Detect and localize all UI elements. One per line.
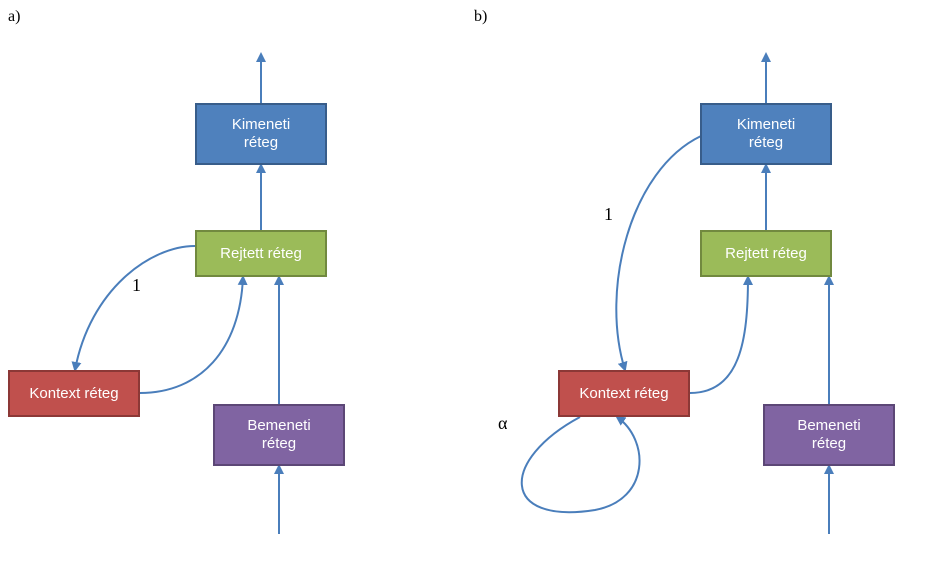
node-label: Rejtett réteg	[725, 245, 807, 263]
node-b_out: Kimenetiréteg	[700, 103, 832, 165]
node-b_ctx: Kontext réteg	[558, 370, 690, 417]
b-edge-label-one: 1	[604, 204, 613, 225]
b-ctx-to-hid-arrow	[690, 277, 748, 393]
node-label: Rejtett réteg	[220, 245, 302, 263]
node-b_in: Bemenetiréteg	[763, 404, 895, 466]
node-a_ctx: Kontext réteg	[8, 370, 140, 417]
node-label: Kontext réteg	[579, 385, 668, 403]
node-a_in: Bemenetiréteg	[213, 404, 345, 466]
b-out-to-ctx-arrow	[616, 136, 701, 370]
a-hid-to-ctx-arrow	[75, 246, 195, 370]
panel-b-label: b)	[474, 8, 487, 26]
b-ctx-self-loop	[522, 417, 640, 512]
node-b_hid: Rejtett réteg	[700, 230, 832, 277]
node-label: Kontext réteg	[29, 385, 118, 403]
node-a_out: Kimenetiréteg	[195, 103, 327, 165]
node-a_hid: Rejtett réteg	[195, 230, 327, 277]
node-label: Bemenetiréteg	[247, 417, 310, 453]
b-edge-label-alpha: α	[498, 413, 507, 434]
node-label: Bemenetiréteg	[797, 417, 860, 453]
a-edge-label-one: 1	[132, 275, 141, 296]
diagram-root: a) b) Kimenetiréteg Rejtett réteg Kontext …	[0, 0, 927, 577]
panel-a-label: a)	[8, 8, 20, 26]
node-label: Kimenetiréteg	[232, 116, 290, 152]
node-label: Kimenetiréteg	[737, 116, 795, 152]
a-ctx-to-hid-arrow	[140, 277, 243, 393]
